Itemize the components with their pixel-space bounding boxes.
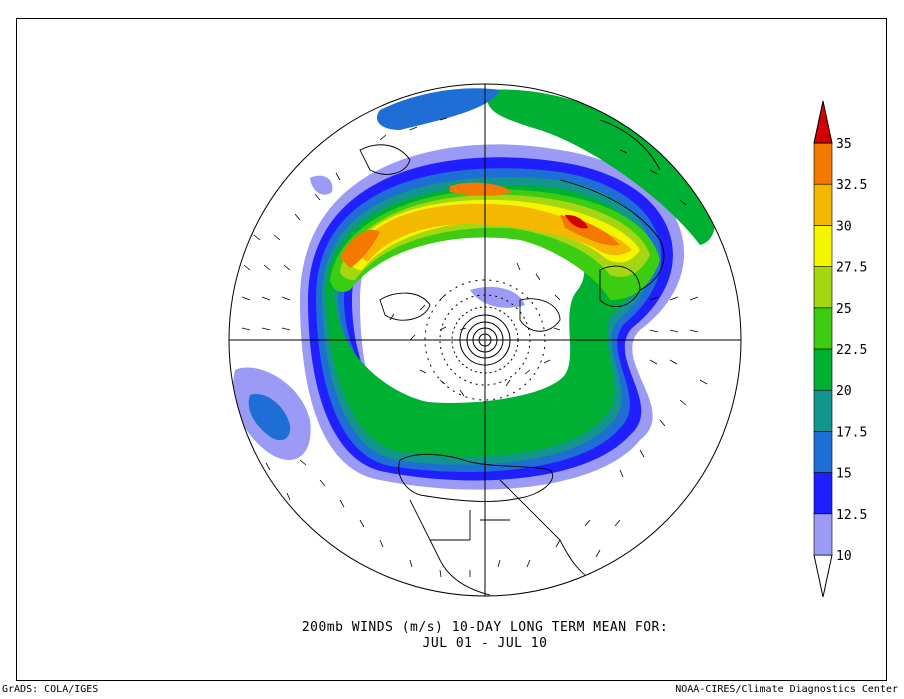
shade-35-band	[340, 182, 620, 268]
plot-frame	[16, 18, 887, 681]
colorbar-tick-label: 17.5	[836, 425, 867, 440]
colorbar-swatch	[813, 472, 833, 515]
colorbar-swatch	[813, 142, 833, 185]
wind-shading	[233, 88, 715, 490]
colorbar-swatch	[813, 307, 833, 350]
colorbar-swatch	[813, 513, 833, 556]
shade-ne-jet-inner	[376, 88, 500, 130]
title-line-2: JUL 01 - JUL 10	[422, 636, 548, 651]
shade-nw-patch	[310, 175, 333, 195]
shade-ne-jet	[487, 89, 715, 245]
colorbar-tick-label: 35	[836, 137, 852, 152]
coastlines	[359, 119, 665, 596]
colorbar-swatch	[813, 348, 833, 391]
colorbar-tick-label: 15	[836, 467, 852, 482]
credit-right: NOAA-CIRES/Climate Diagnostics Center	[675, 684, 898, 695]
colorbar-min-triangle	[813, 554, 833, 598]
colorbar-tick-label: 27.5	[836, 261, 867, 276]
colorbar-swatch	[813, 225, 833, 267]
shade-22-band	[326, 185, 644, 457]
colorbar-tick-label: 20	[836, 384, 852, 399]
shade-west-cell-inner	[248, 394, 291, 441]
colorbar-tick-label: 32.5	[836, 178, 867, 193]
colorbar-swatch	[813, 183, 833, 226]
map-disk	[228, 83, 742, 597]
shade-pole-patch	[470, 286, 525, 308]
colorbar-max-triangle	[813, 100, 833, 144]
colorbar-tick-label: 30	[836, 219, 852, 234]
colorbar-tick-label: 25	[836, 302, 852, 317]
colorbar-swatch	[813, 389, 833, 432]
colorbar-tick-label: 22.5	[836, 343, 867, 358]
title-line-1: 200mb WINDS (m/s) 10-DAY LONG TERM MEAN …	[301, 620, 669, 635]
colorbar-tick-label: 10	[836, 549, 852, 564]
colorbar-swatch	[813, 266, 833, 309]
colorbar-swatch	[813, 431, 833, 473]
credit-left: GrADS: COLA/IGES	[2, 684, 99, 695]
colorbar-tick-label: 12.5	[836, 508, 867, 523]
shade-max	[565, 214, 588, 229]
